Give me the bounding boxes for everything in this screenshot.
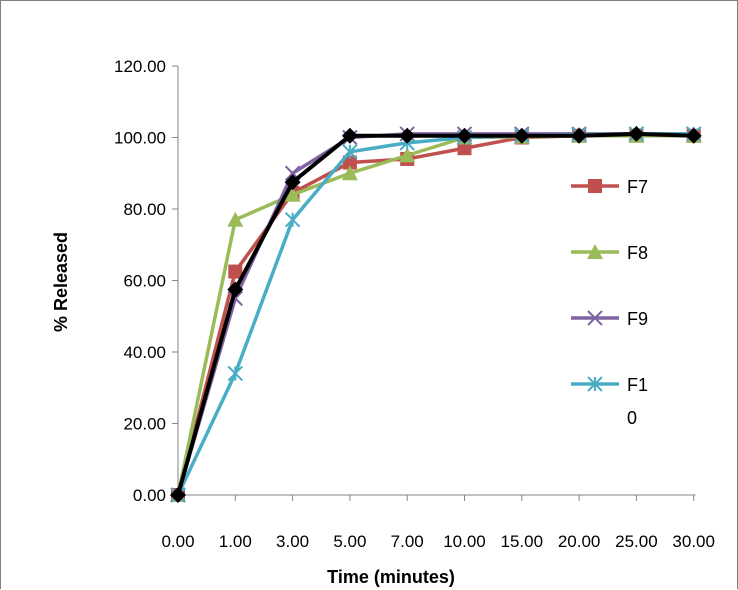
data-point-series-5 <box>399 127 416 144</box>
legend-label: F1 <box>627 375 648 395</box>
series-f10 <box>170 126 702 503</box>
data-point-series-5 <box>341 127 358 144</box>
y-tick-label: 100.00 <box>114 129 166 148</box>
data-point-f7 <box>457 141 472 156</box>
y-tick-label: 20.00 <box>123 415 166 434</box>
series-series-5 <box>170 125 702 503</box>
data-point-f10 <box>227 365 244 382</box>
legend-label: F8 <box>627 243 648 263</box>
legend-swatch-marker <box>587 310 603 326</box>
data-point-series-5 <box>170 487 186 503</box>
axes: 0.00 20.00 40.00 60.00 80.00 100.00 120.00 0.00… <box>114 57 715 551</box>
data-point-series-5 <box>628 125 645 142</box>
x-tick-label: 0.00 <box>161 532 194 551</box>
series-f7 <box>171 128 701 502</box>
legend-label: F9 <box>627 309 648 329</box>
y-tick-label: 40.00 <box>123 343 166 362</box>
series-f8 <box>170 127 702 502</box>
y-tick-label: 60.00 <box>123 272 166 291</box>
data-point-series-5 <box>513 127 530 144</box>
legend-item-f7: F7 <box>571 177 648 197</box>
legend-item-f10: F1 0 <box>571 375 648 428</box>
series-line-f9 <box>176 132 694 496</box>
legend-swatch-marker <box>587 376 603 392</box>
y-tick-label: 120.00 <box>114 57 166 76</box>
series-group <box>170 125 702 503</box>
data-point-series-5 <box>685 127 702 144</box>
series-line-series-5 <box>176 131 694 496</box>
x-tick-label: 15.00 <box>501 532 544 551</box>
x-tick-label: 25.00 <box>615 532 658 551</box>
legend: F7 F8 F9 F1 0 <box>571 177 648 428</box>
x-tick-label: 3.00 <box>276 532 309 551</box>
legend-item-f9: F9 <box>571 309 648 329</box>
data-point-f8 <box>227 211 244 227</box>
y-tick-label: 80.00 <box>123 200 166 219</box>
series-f9 <box>170 126 702 503</box>
data-point-series-5 <box>284 174 301 191</box>
data-point-f7 <box>342 155 357 170</box>
data-point-series-5 <box>456 127 473 144</box>
series-line-f10 <box>176 132 694 496</box>
x-tick-label: 20.00 <box>558 532 601 551</box>
data-point-series-5 <box>571 127 588 144</box>
legend-item-f8: F8 <box>571 243 648 263</box>
data-point-series-5 <box>227 281 244 298</box>
y-axis-title: % Released <box>51 232 71 332</box>
data-point-f7 <box>228 264 243 279</box>
x-tick-label: 7.00 <box>391 532 424 551</box>
x-tick-label: 5.00 <box>333 532 366 551</box>
x-axis-title: Time (minutes) <box>327 567 455 587</box>
data-point-f10 <box>284 212 301 228</box>
y-tick-label: 0.00 <box>133 486 166 505</box>
x-tick-label: 10.00 <box>443 532 486 551</box>
data-point-f8 <box>341 165 358 181</box>
legend-label-wrap: 0 <box>627 408 637 428</box>
legend-swatch-marker <box>587 244 603 259</box>
legend-label: F7 <box>627 177 648 197</box>
data-point-f8 <box>284 186 301 202</box>
legend-swatch-marker <box>588 179 602 193</box>
data-point-f10 <box>342 144 358 160</box>
data-point-f8 <box>399 147 416 163</box>
x-tick-label: 30.00 <box>672 532 715 551</box>
x-tick-label: 1.00 <box>219 532 252 551</box>
